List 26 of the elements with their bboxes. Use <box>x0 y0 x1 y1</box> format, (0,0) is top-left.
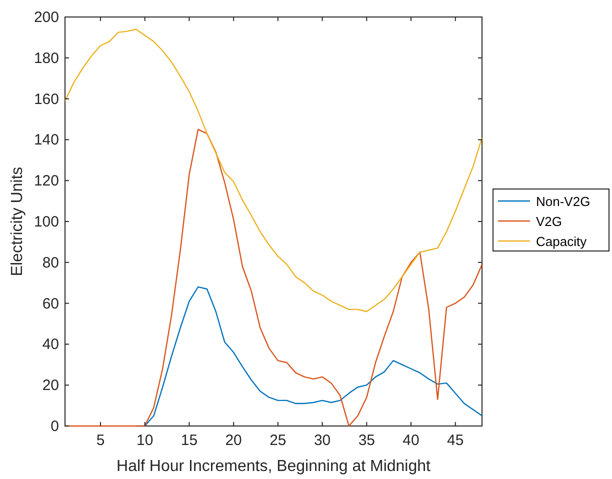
y-tick-label: 100 <box>34 214 59 230</box>
x-tick-label: 40 <box>402 432 420 449</box>
legend-label: Non-V2G <box>536 194 590 209</box>
legend-label: V2G <box>536 214 562 229</box>
x-tick-label: 5 <box>96 432 105 449</box>
y-tick-label: 200 <box>34 9 59 26</box>
x-tick-label: 30 <box>314 432 331 449</box>
x-tick-label: 35 <box>358 432 376 449</box>
x-tick-label: 45 <box>447 432 464 449</box>
x-axis-title: Half Hour Increments, Beginning at Midnight <box>116 458 432 475</box>
y-tick-label: 0 <box>50 418 59 435</box>
x-tick-label: 15 <box>180 432 198 449</box>
y-tick-label: 20 <box>42 377 59 394</box>
x-tick-label: 25 <box>270 432 286 449</box>
y-tick-label: 140 <box>34 132 59 149</box>
legend-label: Capacity <box>536 234 588 249</box>
y-tick-label: 180 <box>34 50 59 67</box>
y-tick-label: 80 <box>42 254 59 272</box>
y-tick-label: 60 <box>42 295 59 312</box>
y-tick-label: 160 <box>34 90 59 108</box>
x-tick-label: 10 <box>136 432 154 449</box>
line-series <box>65 28 482 312</box>
y-tick-label: 120 <box>34 172 59 190</box>
y-tick-label: 40 <box>42 336 59 354</box>
y-axis-title: Electricity Units <box>9 166 26 276</box>
x-tick-label: 20 <box>225 432 242 449</box>
